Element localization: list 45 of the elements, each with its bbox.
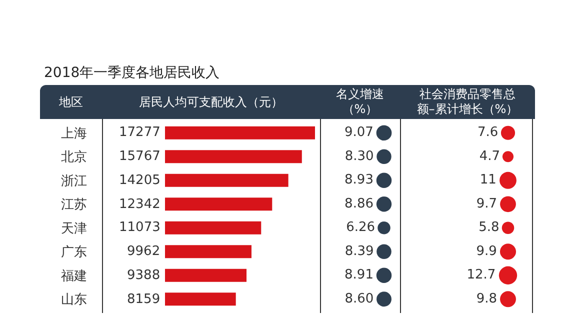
y-axis-title: 地区 [58,94,84,110]
data-label: 7.6 [478,125,498,140]
y-tick-label: 天津 [61,221,87,236]
chart-title: 2018年一季度各地居民收入 [44,64,220,82]
data-label: 11 [480,172,496,188]
data-label: 11073 [119,220,160,235]
data-label: 14205 [119,173,160,188]
text: 名义增速（%） [335,86,385,118]
bar [165,198,272,211]
bar [165,292,236,306]
y-tick-label: 山东 [61,292,87,308]
data-label: 9.7 [476,196,498,212]
data-label: 8.93 [344,172,374,188]
data-label: 6.26 [346,220,376,236]
y-tick-label: 浙江 [61,174,87,189]
y-tick-label: 北京 [61,150,87,166]
data-label: 15767 [119,149,160,164]
data-label: 8159 [127,292,160,307]
data-label: 5.8 [478,220,500,236]
bar [165,268,247,282]
bar [165,245,252,258]
bar [165,221,262,234]
data-label: 12.7 [466,268,496,283]
data-label: 8.39 [344,244,374,259]
data-label: 8.86 [344,196,374,212]
bar [165,174,288,187]
data-label: 12342 [119,197,160,212]
text: 社会消费品零售总额–累计增长（%） [416,86,520,118]
data-label: 17277 [119,125,160,140]
x-axis-title: 居民人均可支配收入（元） [138,94,284,110]
y-tick-label: 福建 [61,268,87,284]
data-label: 9.9 [476,244,497,259]
y-tick-label: 上海 [61,126,87,142]
data-label: 9.07 [344,125,374,140]
data-label: 9388 [127,268,160,283]
data-label: 8.30 [344,148,374,164]
y-tick-label: 江苏 [61,198,87,213]
data-label: 9962 [127,244,160,259]
data-label: 8.91 [344,268,374,283]
data-label: 4.7 [479,148,500,164]
data-label: 8.60 [344,291,374,306]
y-tick-label: 广东 [61,245,87,260]
bar [165,126,315,140]
data-label: 9.8 [476,291,498,306]
bar [165,150,302,164]
